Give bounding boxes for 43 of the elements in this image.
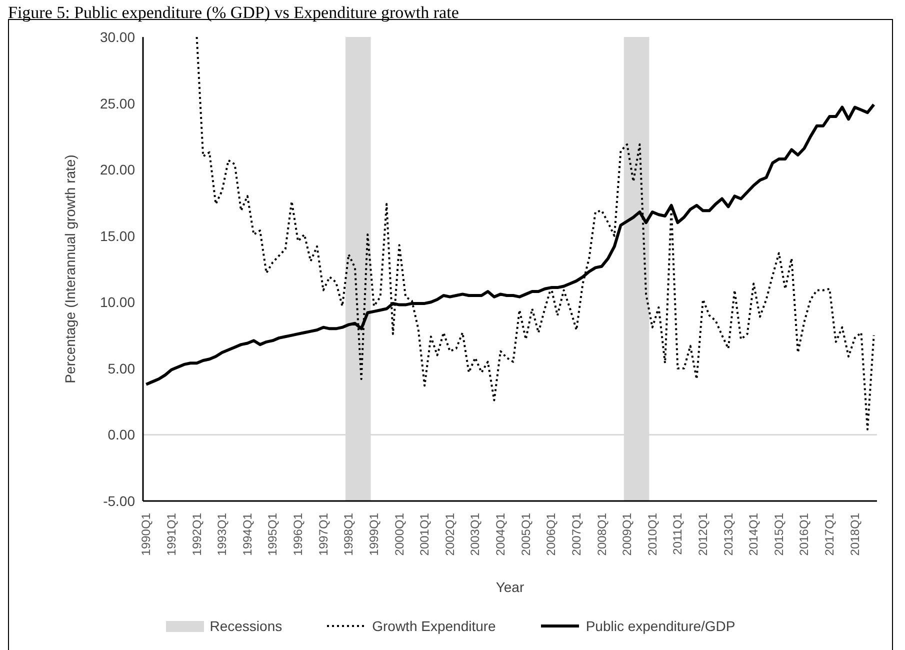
x-tick-label: 2003Q1 [468,512,482,556]
x-tick-label: 1994Q1 [240,512,254,556]
chart-title: Figure 5: Public expenditure (% GDP) vs Expenditure growth rate [8,3,460,22]
x-tick-label: 2010Q1 [645,512,660,556]
x-tick-label: 1998Q1 [342,512,356,556]
x-tick-label: 2009Q1 [620,512,634,556]
x-tick-label: 2016Q1 [797,512,812,556]
x-tick-label: 1999Q1 [366,512,381,556]
y-axis-title: Percentage (Interannual growth rate) [62,154,78,384]
x-tick-label: 1996Q1 [291,512,306,556]
x-tick-label: 2015Q1 [772,512,786,556]
x-tick-label: 2001Q1 [418,512,432,556]
y-tick-label: 25.00 [100,95,136,112]
x-tick-label: 2006Q1 [544,512,558,556]
x-axis-title: Year [496,579,524,595]
y-tick-label: 0.00 [108,426,136,443]
legend-label: Recessions [210,618,282,634]
x-tick-label: 2011Q1 [670,512,685,555]
x-tick-label: 2000Q1 [392,512,406,556]
x-tick-label: 1992Q1 [190,512,204,556]
y-tick-label: 5.00 [108,360,136,376]
x-tick-label: 2008Q1 [594,512,609,556]
y-tick-label: 30.00 [100,28,136,45]
x-tick-label: 1990Q1 [139,512,154,556]
x-tick-label: 1997Q1 [316,512,330,556]
y-tick-label: -5.00 [103,492,136,509]
x-tick-label: 1995Q1 [266,512,280,556]
x-tick-label: 1993Q1 [215,512,230,556]
x-tick-label: 2012Q1 [696,512,710,556]
x-tick-label: 1991Q1 [164,512,178,556]
x-tick-label: 2018Q1 [848,512,862,556]
legend-label: Public expenditure/GDP [586,618,736,634]
y-tick-label: 15.00 [100,228,136,244]
x-tick-label: 2007Q1 [569,512,584,556]
x-tick-label: 2002Q1 [442,512,457,556]
x-tick-label: 2013Q1 [721,512,736,556]
x-tick-label: 2017Q1 [822,512,837,556]
legend-label: Growth Expenditure [372,618,496,634]
x-tick-label: 2004Q1 [494,512,508,556]
y-tick-label: 20.00 [100,162,136,178]
y-tick-label: 10.00 [100,294,136,310]
x-tick-label: 2014Q1 [746,512,761,556]
x-tick-label: 2005Q1 [518,512,533,556]
